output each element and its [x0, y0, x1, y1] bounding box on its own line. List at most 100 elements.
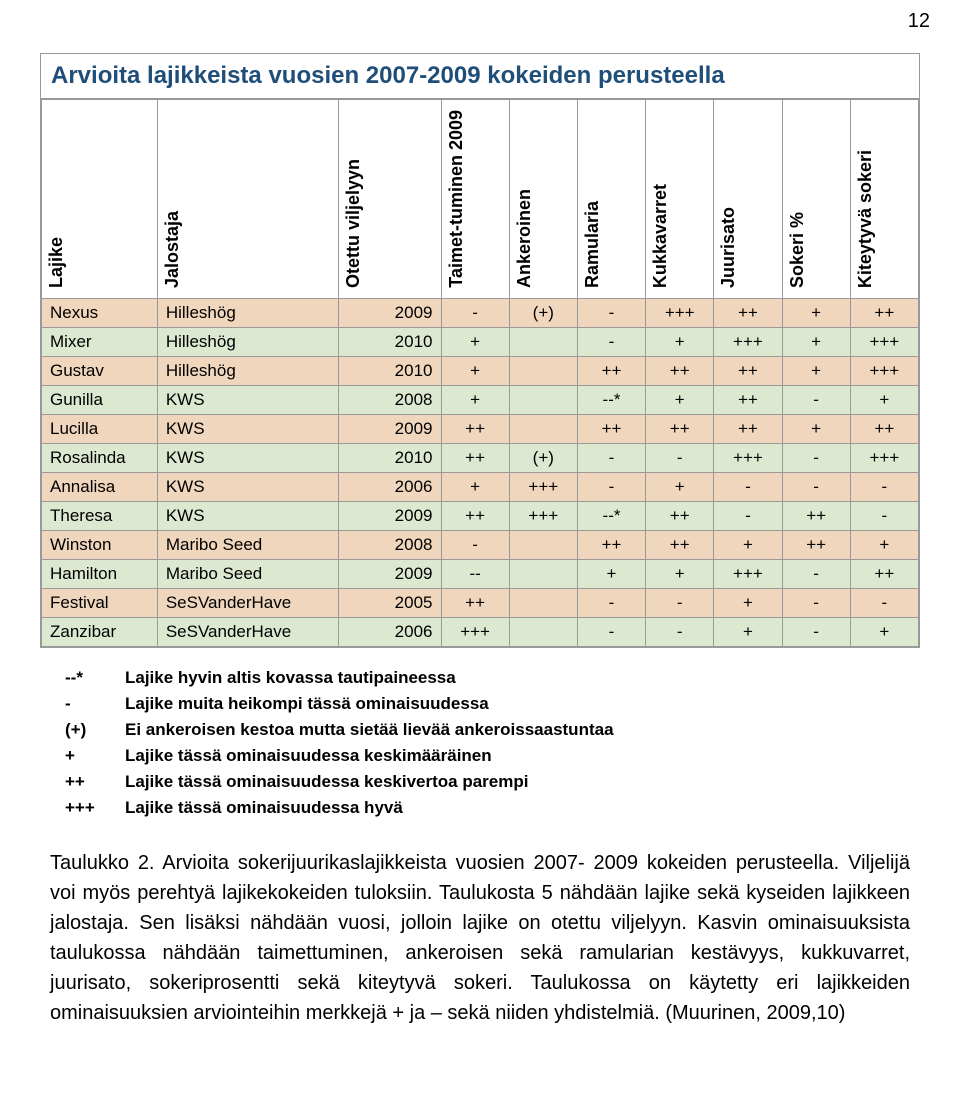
legend-symbol: +++	[65, 798, 125, 818]
table-cell: Winston	[42, 530, 158, 559]
legend-symbol: -	[65, 694, 125, 714]
table-cell	[509, 414, 577, 443]
table-cell: ++	[782, 530, 850, 559]
table-cell: KWS	[157, 472, 338, 501]
table-cell: ++	[850, 414, 918, 443]
table-cell: +	[782, 327, 850, 356]
table-cell: 2005	[338, 588, 441, 617]
legend-text: Lajike muita heikompi tässä ominaisuudes…	[125, 694, 489, 714]
table-row: ZanzibarSeSVanderHave2006+++--+-+	[42, 617, 919, 646]
table-cell: -	[850, 501, 918, 530]
table-cell: ++	[714, 385, 782, 414]
table-cell: Hilleshög	[157, 298, 338, 327]
col-taimet: Taimet-tuminen 2009	[441, 100, 509, 299]
table-cell: +	[714, 617, 782, 646]
legend: --*Lajike hyvin altis kovassa tautipaine…	[65, 668, 920, 818]
legend-text: Lajike hyvin altis kovassa tautipaineess…	[125, 668, 456, 688]
legend-symbol: (+)	[65, 720, 125, 740]
table-cell: +	[782, 414, 850, 443]
table-cell: SeSVanderHave	[157, 588, 338, 617]
table-cell: 2010	[338, 327, 441, 356]
table-cell: -	[441, 530, 509, 559]
table-cell: ++	[441, 443, 509, 472]
legend-text: Ei ankeroisen kestoa mutta sietää lievää…	[125, 720, 614, 740]
table-cell: +	[441, 327, 509, 356]
table-cell: +++	[850, 327, 918, 356]
table-cell: +++	[714, 559, 782, 588]
table-cell: ++	[850, 298, 918, 327]
table-cell: +	[646, 385, 714, 414]
variety-table: Lajike Jalostaja Otettu viljelyyn Taimet…	[41, 99, 919, 647]
table-cell: ++	[441, 501, 509, 530]
table-cell: --*	[577, 385, 645, 414]
legend-row: +++Lajike tässä ominaisuudessa hyvä	[65, 798, 920, 818]
table-cell: ++	[646, 356, 714, 385]
col-jalostaja: Jalostaja	[157, 100, 338, 299]
table-row: LucillaKWS2009+++++++++++	[42, 414, 919, 443]
table-cell: SeSVanderHave	[157, 617, 338, 646]
table-cell: Maribo Seed	[157, 559, 338, 588]
table-cell: Gustav	[42, 356, 158, 385]
table-cell: +	[850, 385, 918, 414]
table-row: WinstonMaribo Seed2008-++++++++	[42, 530, 919, 559]
table-cell: ++	[646, 414, 714, 443]
table-row: GunillaKWS2008+--*+++-+	[42, 385, 919, 414]
legend-text: Lajike tässä ominaisuudessa keskivertoa …	[125, 772, 528, 792]
table-cell	[509, 327, 577, 356]
table-cell: -	[577, 588, 645, 617]
table-cell: Gunilla	[42, 385, 158, 414]
table-cell: +	[441, 356, 509, 385]
col-juurisato: Juurisato	[714, 100, 782, 299]
table-cell: Mixer	[42, 327, 158, 356]
table-cell: 2008	[338, 530, 441, 559]
col-lajike: Lajike	[42, 100, 158, 299]
table-cell	[509, 385, 577, 414]
table-cell: KWS	[157, 414, 338, 443]
table-cell: 2009	[338, 559, 441, 588]
table-cell: +	[782, 298, 850, 327]
table-cell: Lucilla	[42, 414, 158, 443]
table-cell: -	[782, 443, 850, 472]
table-cell: 2010	[338, 443, 441, 472]
legend-symbol: +	[65, 746, 125, 766]
table-cell: Hilleshög	[157, 327, 338, 356]
table-cell: -	[577, 443, 645, 472]
table-cell: +	[646, 327, 714, 356]
table-cell: ++	[577, 530, 645, 559]
table-cell	[509, 588, 577, 617]
table-cell: +	[646, 472, 714, 501]
table-cell: +	[577, 559, 645, 588]
table-cell: ++	[577, 356, 645, 385]
table-row: GustavHilleshög2010+++++++++++	[42, 356, 919, 385]
table-cell: -	[782, 472, 850, 501]
table-cell: +	[714, 588, 782, 617]
table-row: FestivalSeSVanderHave2005++--+--	[42, 588, 919, 617]
table-cell: ++	[646, 530, 714, 559]
table-cell: ++	[441, 588, 509, 617]
table-row: AnnalisaKWS2006++++-+---	[42, 472, 919, 501]
table-cell: --*	[577, 501, 645, 530]
table-cell: +	[441, 472, 509, 501]
legend-text: Lajike tässä ominaisuudessa hyvä	[125, 798, 403, 818]
table-cell: +++	[714, 443, 782, 472]
table-cell: ++	[714, 298, 782, 327]
legend-row: (+)Ei ankeroisen kestoa mutta sietää lie…	[65, 720, 920, 740]
table-row: MixerHilleshög2010+-++++++++	[42, 327, 919, 356]
table-cell: (+)	[509, 298, 577, 327]
table-cell: Maribo Seed	[157, 530, 338, 559]
table-cell: 2008	[338, 385, 441, 414]
table-row: TheresaKWS2009+++++--*++-++-	[42, 501, 919, 530]
table-cell: Annalisa	[42, 472, 158, 501]
table-cell: -	[577, 617, 645, 646]
table-cell: ++	[646, 501, 714, 530]
table-cell: -	[850, 472, 918, 501]
table-cell: --	[441, 559, 509, 588]
table-cell: Zanzibar	[42, 617, 158, 646]
table-cell: +	[850, 617, 918, 646]
table-row: RosalindaKWS2010++(+)--+++-+++	[42, 443, 919, 472]
table-header-row: Lajike Jalostaja Otettu viljelyyn Taimet…	[42, 100, 919, 299]
table-cell: +++	[509, 501, 577, 530]
legend-symbol: --*	[65, 668, 125, 688]
table-cell: -	[782, 385, 850, 414]
table-cell: Hamilton	[42, 559, 158, 588]
